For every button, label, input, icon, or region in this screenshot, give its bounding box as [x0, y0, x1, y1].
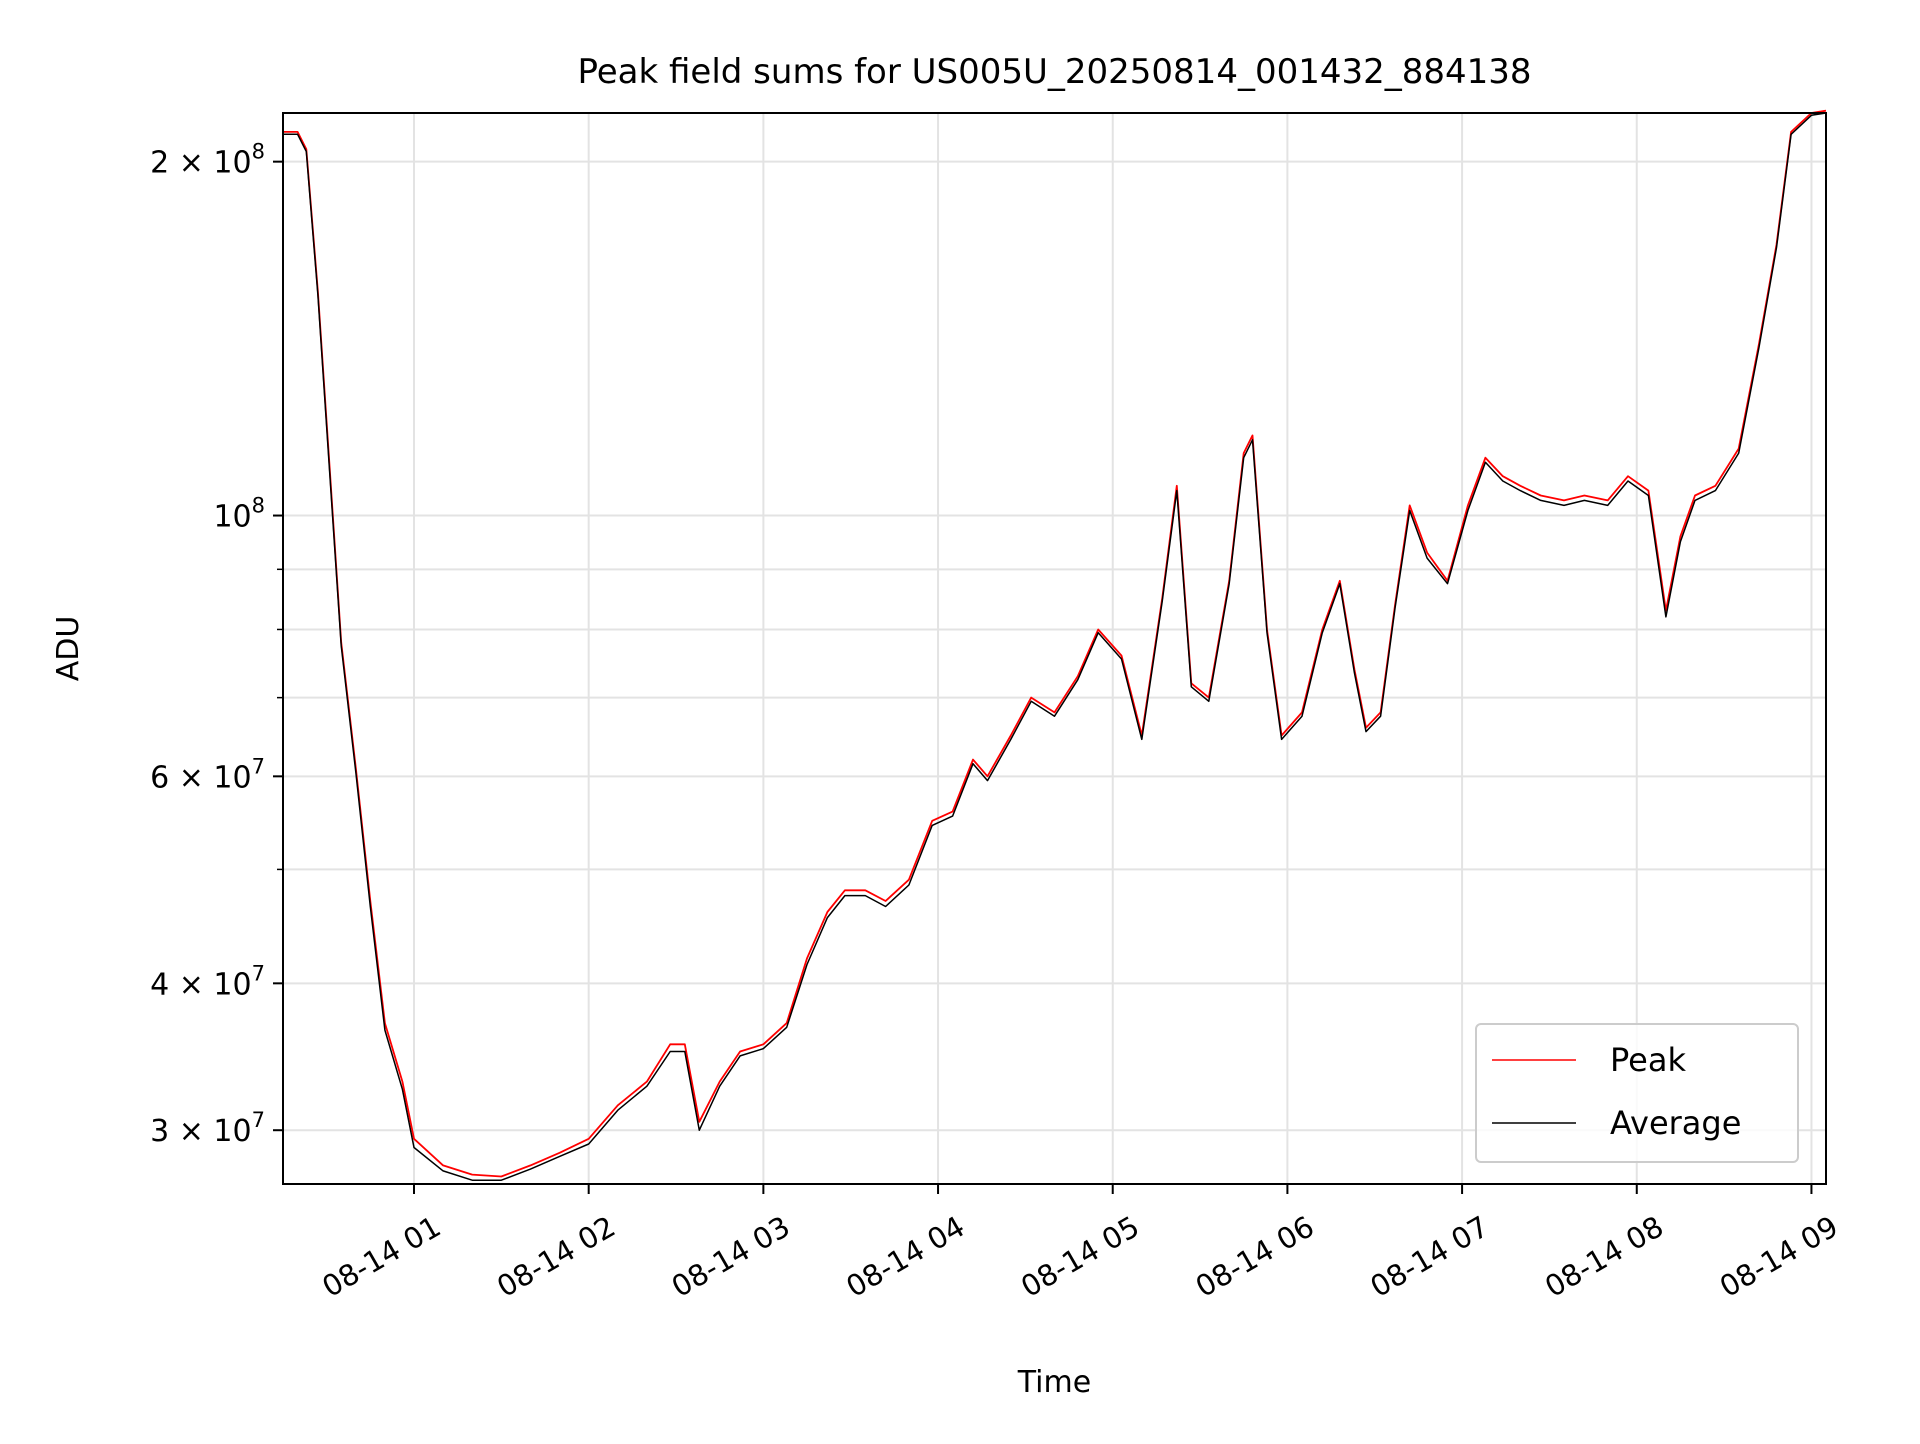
x-tick-label: 08-14 09 — [1714, 1209, 1844, 1304]
series-line-average — [283, 112, 1827, 1181]
x-tick-label: 08-14 03 — [666, 1209, 796, 1304]
x-tick-label: 08-14 01 — [316, 1209, 446, 1304]
x-tick-label: 08-14 04 — [840, 1209, 970, 1304]
x-axis-label: Time — [1017, 1365, 1091, 1400]
x-tick-label: 08-14 08 — [1539, 1209, 1669, 1304]
chart-title: Peak field sums for US005U_20250814_0014… — [577, 52, 1531, 92]
y-axis-label: ADU — [51, 616, 86, 682]
x-tick-label: 08-14 05 — [1015, 1209, 1145, 1304]
y-tick-label: 4 × 107 — [150, 961, 265, 1002]
y-tick-label: 3 × 107 — [150, 1108, 265, 1149]
legend: Peak Average — [1475, 1023, 1799, 1163]
y-tick-label: 6 × 107 — [150, 754, 265, 795]
x-tick-label: 08-14 06 — [1190, 1209, 1320, 1304]
legend-box — [1475, 1023, 1799, 1163]
plot-frame — [282, 112, 1827, 1185]
series-layer — [283, 109, 1827, 1181]
series-line-peak — [283, 109, 1827, 1178]
x-tick-label: 08-14 02 — [491, 1209, 621, 1304]
y-tick-label: 108 — [213, 494, 265, 535]
legend-label-peak: Peak — [1610, 1041, 1686, 1079]
x-tick-label: 08-14 07 — [1364, 1209, 1494, 1304]
y-tick-label: 2 × 108 — [150, 140, 265, 181]
legend-label-average: Average — [1610, 1104, 1741, 1142]
